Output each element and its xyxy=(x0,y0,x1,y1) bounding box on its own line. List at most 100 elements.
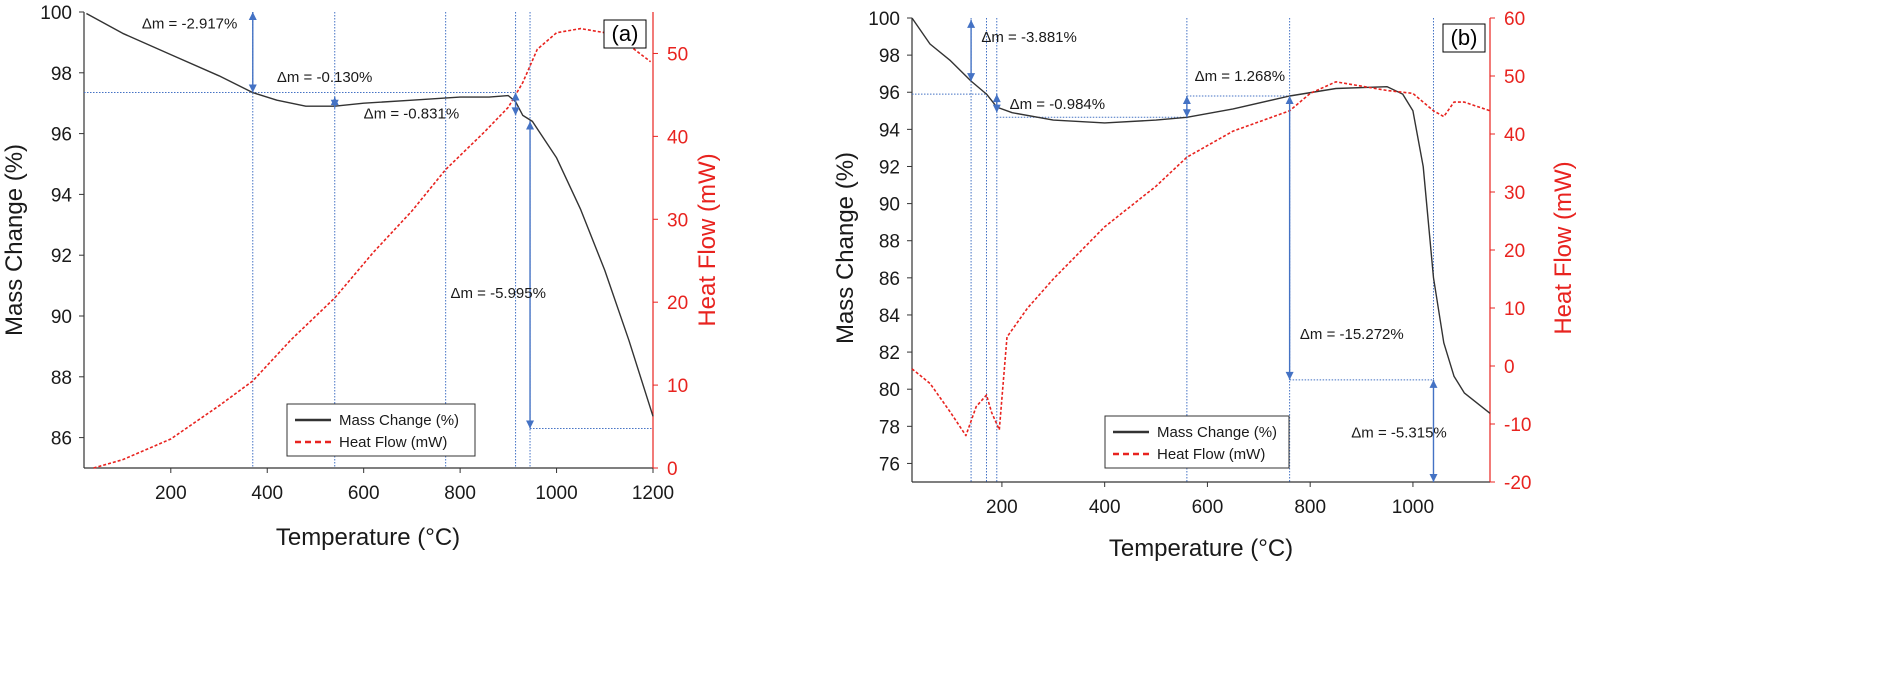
y-tick-label: 76 xyxy=(879,454,900,475)
y2-tick-label: 20 xyxy=(667,293,688,314)
delta-m-annotation: Δm = -0.984% xyxy=(1010,96,1105,113)
mass-change-line xyxy=(911,17,1491,414)
mass-change-arrow xyxy=(1182,95,1191,118)
x-tick-label: 1000 xyxy=(1392,497,1434,518)
y-tick-label: 78 xyxy=(879,417,900,438)
delta-m-annotation: Δm = 1.268% xyxy=(1195,68,1285,85)
y-tick-label: 92 xyxy=(51,246,72,267)
x-tick-label: 200 xyxy=(986,497,1018,518)
x-tick-label: 400 xyxy=(251,483,283,504)
panel-label-text: (b) xyxy=(1451,25,1478,50)
x-tick-label: 600 xyxy=(1192,497,1224,518)
y-tick-label: 98 xyxy=(51,64,72,85)
x-axis-label: Temperature (°C) xyxy=(276,524,460,551)
chart-panel-b: 200 400 600 800 1000767880828486889092949698… xyxy=(832,9,1577,562)
x-tick-label: 800 xyxy=(444,483,476,504)
legend-entry: Mass Change (%) xyxy=(1157,424,1277,441)
chart-panel-a: 200 400 600 800 1000 120086889092949698100010… xyxy=(1,3,721,551)
mass-change-arrow xyxy=(992,94,1001,113)
arrow-head-down xyxy=(330,99,339,108)
y-tick-label: 82 xyxy=(879,343,900,364)
y2-tick-label: -20 xyxy=(1504,473,1531,494)
arrow-head-up xyxy=(1182,95,1191,104)
arrow-head-up xyxy=(1285,95,1294,104)
y2-tick-label: 40 xyxy=(667,127,688,148)
y2-tick-label: 30 xyxy=(667,210,688,231)
arrow-head-down xyxy=(967,73,976,82)
x-tick-label: 400 xyxy=(1089,497,1121,518)
y-tick-label: 94 xyxy=(879,120,901,141)
x-tick-label: 200 xyxy=(155,483,187,504)
delta-m-annotation: Δm = -3.881% xyxy=(981,29,1076,46)
panel-label-box xyxy=(603,19,647,49)
arrow-head-down xyxy=(1285,371,1294,380)
y-tick-label: 80 xyxy=(879,380,900,401)
y2-tick-label: 20 xyxy=(1504,241,1525,262)
arrow-head-up xyxy=(992,94,1001,103)
x-tick-label: 600 xyxy=(348,483,380,504)
y2-axis-label: Heat Flow (mW) xyxy=(694,153,721,326)
y-tick-label: 84 xyxy=(879,306,901,327)
heat-flow-line xyxy=(93,27,652,469)
legend-box xyxy=(1104,415,1290,469)
legend: Mass Change (%) Heat Flow (mW) xyxy=(286,403,476,457)
mass-change-arrow xyxy=(967,19,976,82)
mass-change-arrow xyxy=(330,97,339,108)
arrow-head-down xyxy=(1429,474,1438,482)
y2-tick-label: 50 xyxy=(667,44,688,65)
mass-change-arrow xyxy=(526,121,535,429)
x-axis-label: Temperature (°C) xyxy=(1109,535,1293,562)
x-tick-label: 800 xyxy=(1294,497,1326,518)
y-tick-label: 90 xyxy=(51,307,72,328)
panel-label-box xyxy=(1442,23,1486,53)
y-tick-label: 92 xyxy=(879,157,900,178)
y-tick-label: 88 xyxy=(879,232,900,253)
arrow-head-down xyxy=(1182,109,1191,118)
y2-tick-label: 40 xyxy=(1504,125,1525,146)
mass-change-arrow xyxy=(1429,379,1438,482)
y-tick-label: 100 xyxy=(40,3,72,24)
arrow-head-up xyxy=(511,92,520,101)
y-tick-label: 96 xyxy=(51,125,72,146)
arrow-head-down xyxy=(511,107,520,116)
y-axis-label: Mass Change (%) xyxy=(1,144,28,336)
y-tick-label: 88 xyxy=(51,368,72,389)
panel-label: (a) xyxy=(603,19,647,49)
arrow-head-up xyxy=(526,121,535,130)
legend-entry: Heat Flow (mW) xyxy=(1157,446,1265,463)
legend-box xyxy=(286,403,476,457)
legend-entry: Heat Flow (mW) xyxy=(339,434,447,451)
x-tick-label: 1200 xyxy=(632,483,674,504)
delta-m-annotation: Δm = -15.272% xyxy=(1300,326,1404,343)
y2-tick-label: 50 xyxy=(1504,67,1525,88)
y-tick-label: 94 xyxy=(51,185,73,206)
arrow-head-down xyxy=(248,84,257,93)
y-tick-label: 86 xyxy=(879,269,900,290)
delta-m-annotation: Δm = -0.130% xyxy=(277,69,372,86)
legend: Mass Change (%) Heat Flow (mW) xyxy=(1104,415,1290,469)
panel-label-text: (a) xyxy=(612,21,639,46)
heat-flow-line xyxy=(911,81,1491,437)
mass-change-arrow xyxy=(1285,95,1294,380)
y2-tick-label: 60 xyxy=(1504,9,1525,30)
y-tick-label: 98 xyxy=(879,46,900,67)
y2-tick-label: 10 xyxy=(1504,299,1525,320)
delta-m-annotation: Δm = -5.995% xyxy=(450,285,545,302)
mass-change-arrow xyxy=(511,92,520,116)
delta-m-annotation: Δm = -5.315% xyxy=(1351,424,1446,441)
y2-tick-label: 10 xyxy=(667,376,688,397)
mass-change-line xyxy=(86,12,654,417)
y2-axis-label: Heat Flow (mW) xyxy=(1550,161,1577,334)
panel-label: (b) xyxy=(1442,23,1486,53)
arrow-head-up xyxy=(248,12,257,20)
y-tick-label: 96 xyxy=(879,83,900,104)
y2-tick-label: 30 xyxy=(1504,183,1525,204)
arrow-head-up xyxy=(1429,379,1438,388)
arrow-head-up xyxy=(967,19,976,28)
y-axis-label: Mass Change (%) xyxy=(832,152,859,344)
y2-tick-label: 0 xyxy=(1504,357,1515,378)
y2-tick-label: 0 xyxy=(667,459,678,480)
y-tick-label: 90 xyxy=(879,195,900,216)
x-tick-label: 1000 xyxy=(535,483,577,504)
